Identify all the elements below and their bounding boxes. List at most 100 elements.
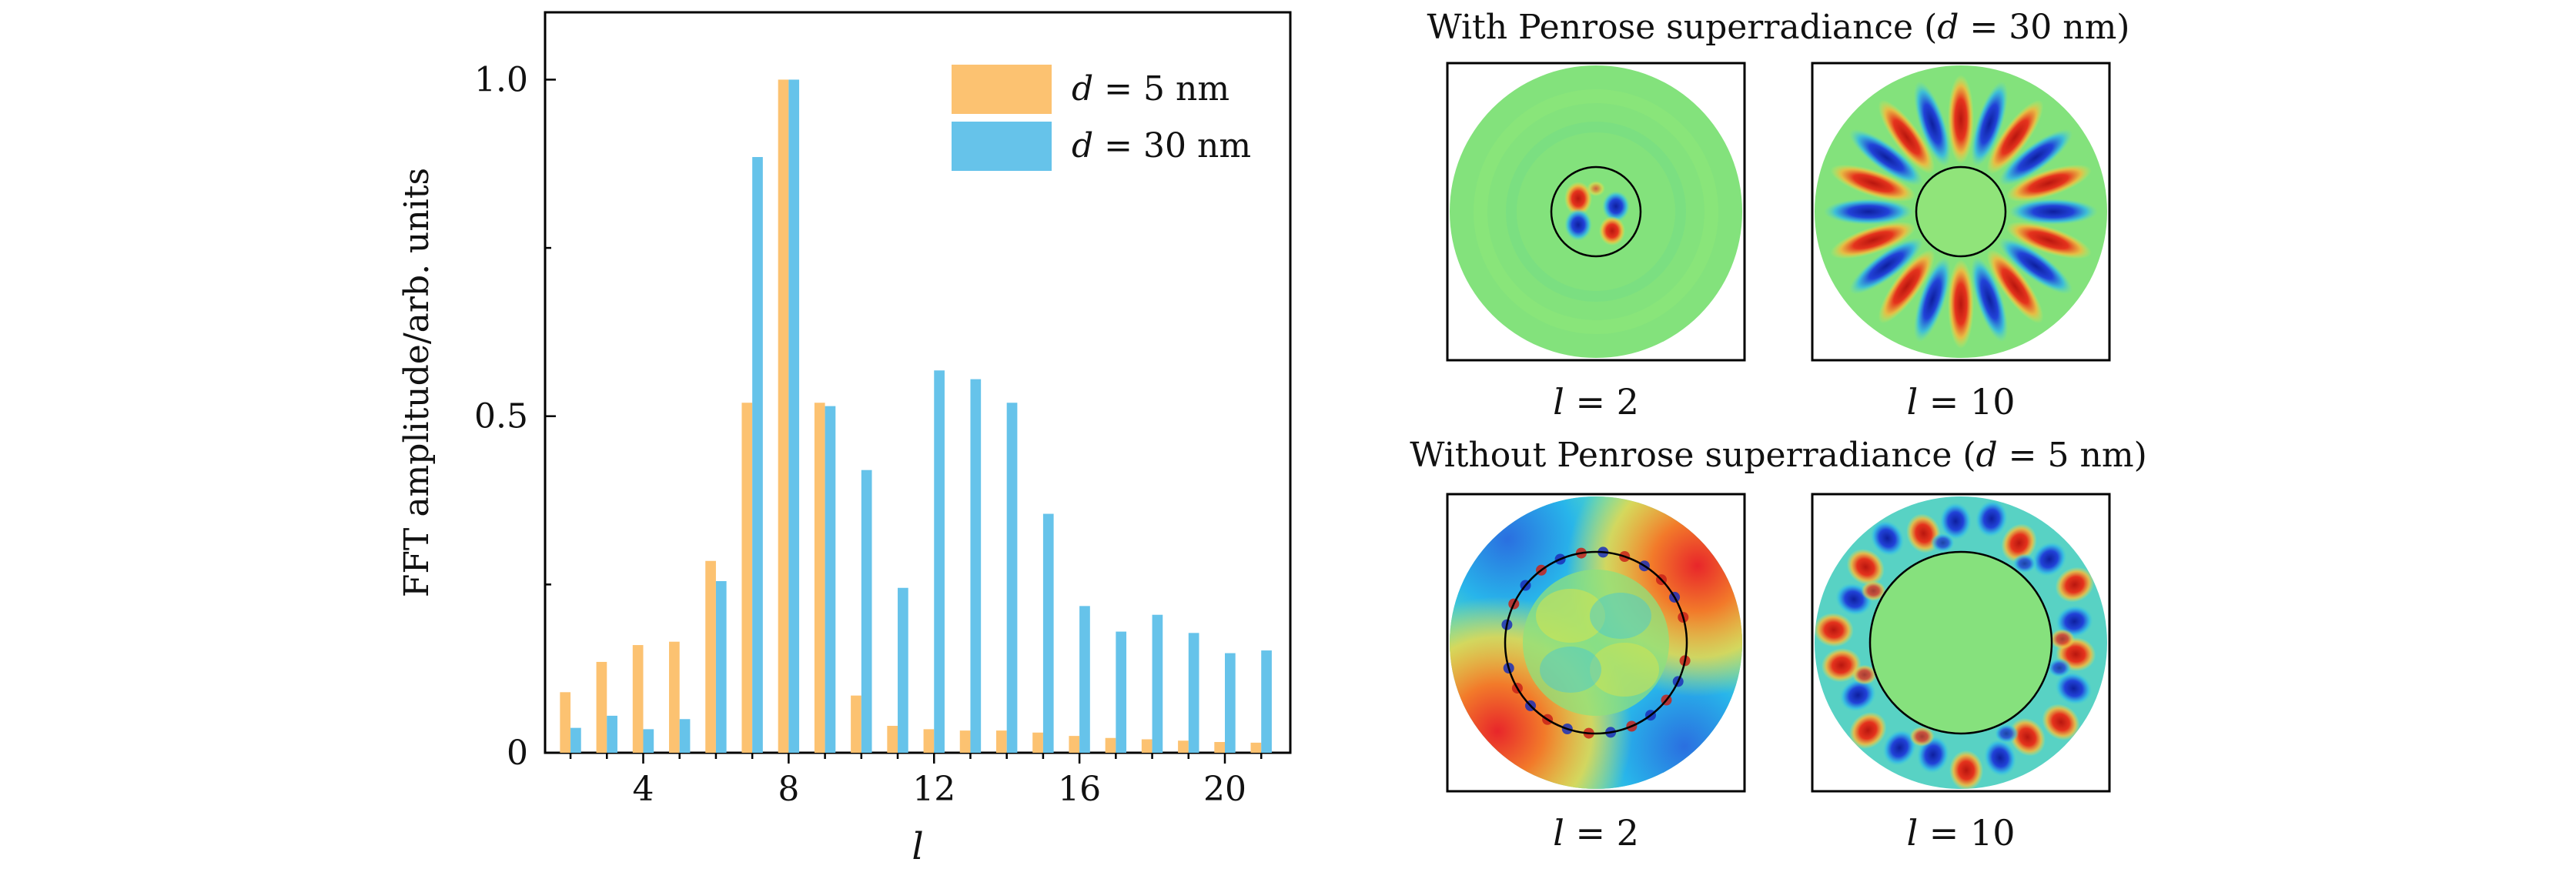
inner-field [1918,169,2004,255]
field-lobe [2009,717,2046,757]
map-label: l = 10 [1906,812,2015,854]
map-bottom-l2: l = 2 [1446,493,1746,854]
bar-d5-l18 [1141,739,1153,753]
legend: d = 5 nm d = 30 nm [952,65,1251,171]
bar-d5-l21 [1250,742,1262,753]
field-lobe [2055,567,2095,603]
field-lobe [2012,553,2037,574]
bar-chart: 4 8 12 16 20 0 0.5 1.0 l FFT amplitude/arb. un… [397,11,1292,868]
field-lobe [1848,237,1923,295]
x-tick-label: 20 [1203,770,1246,809]
field-lobe [1878,249,1935,324]
field-lobe [2042,704,2080,740]
field-lobe [1986,249,2044,324]
y-tick-label: 1.0 [474,60,528,99]
bar-d5-l12 [923,729,935,753]
field-lobe [1830,164,1916,202]
bar-d5-l2 [560,692,571,753]
bar-d5-l19 [1178,740,1189,753]
field-lobe [2006,221,2092,259]
bar-d5-l16 [1069,736,1080,753]
y-tick-label: 0 [507,734,528,773]
x-tick-label: 8 [778,770,799,809]
bar-d30-l2 [570,727,581,753]
bar-d30-l10 [861,470,872,753]
map-label: l = 2 [1553,812,1639,854]
bar-d30-l9 [825,406,836,753]
field-lobe [1970,256,2009,343]
bar-d5-l14 [995,730,1007,753]
bar-d30-l4 [643,729,654,753]
field-lobe [2009,199,2098,225]
bar-d5-l8 [778,79,789,753]
map-field [1450,65,1742,358]
field-lobe [1913,81,1952,167]
bar-d5-l17 [1105,737,1116,753]
y-axis-ticks: 0 0.5 1.0 [474,60,556,773]
field-texture [1824,75,2098,349]
field-lobe [1939,501,1973,542]
bar-d30-l7 [752,157,763,753]
field-lobe [1815,613,1854,647]
inner-field [1870,552,2052,734]
bar-d30-l5 [679,719,691,753]
field-lobe [2001,523,2037,563]
legend-label-d30: d = 30 nm [1072,126,1251,165]
bars [560,79,1272,753]
map-label: l = 2 [1553,381,1639,423]
bar-d5-l4 [632,645,644,753]
bar-d30-l21 [1261,650,1272,753]
field-texture [1815,499,2096,789]
bar-d30-l17 [1116,631,1127,753]
field-lobe [1846,549,1885,586]
legend-swatch-d5 [952,65,1052,114]
bar-d5-l7 [741,403,753,753]
inner-boundary [1915,165,2007,258]
field-lobe [2006,164,2092,202]
field-lobe [1909,726,1935,747]
y-tick-label: 0.5 [474,397,528,436]
bar-d5-l3 [596,661,607,753]
field-lobe [1878,99,1935,174]
field-lobe [2046,657,2072,678]
bar-d30-l14 [1006,403,1018,753]
field-lobe [1882,728,1918,767]
x-axis-ticks: 4 8 12 16 20 [569,753,1263,809]
field-lobe [1848,129,1923,186]
inner-boundary [1504,550,1688,735]
x-axis-label: l [912,825,923,868]
field-lobe [1821,648,1862,683]
inner-boundary [1868,550,2053,735]
bar-d5-l20 [1214,742,1225,753]
field-lobe [1948,75,1974,164]
map-top-l2: l = 2 [1446,62,1746,423]
field-lobe [1986,99,2044,174]
legend-swatch-d30 [952,122,1052,171]
map-label: l = 10 [1906,381,2015,423]
bar-d5-l9 [814,403,825,753]
field-lobe [1824,199,1913,225]
legend-label-d5: d = 5 nm [1072,69,1229,109]
field-texture [1474,89,1718,334]
bar-d30-l19 [1188,633,1199,753]
bar-d5-l10 [851,695,861,753]
bar-d5-l13 [959,730,971,753]
field-lobe [1949,750,1984,789]
bar-d30-l3 [607,715,617,753]
bar-d30-l12 [934,370,945,753]
map-top-l10: l = 10 [1811,62,2111,423]
bar-d30-l18 [1152,614,1163,753]
x-tick-label: 16 [1058,770,1101,809]
x-tick-label: 4 [632,770,654,809]
bar-d5-l5 [669,641,680,753]
bar-d30-l11 [898,587,908,753]
field-lobe [1861,580,1886,601]
field-lobe [1974,499,2009,539]
field-lobe [1948,259,1974,349]
field-lobe [2053,670,2093,707]
map-bottom-l10: l = 10 [1811,493,2111,854]
plot-frame [544,11,1292,754]
field-map-panels: With Penrose superradiance (d = 30 nm) W… [1410,8,2146,854]
field-lobe [1830,221,1916,259]
